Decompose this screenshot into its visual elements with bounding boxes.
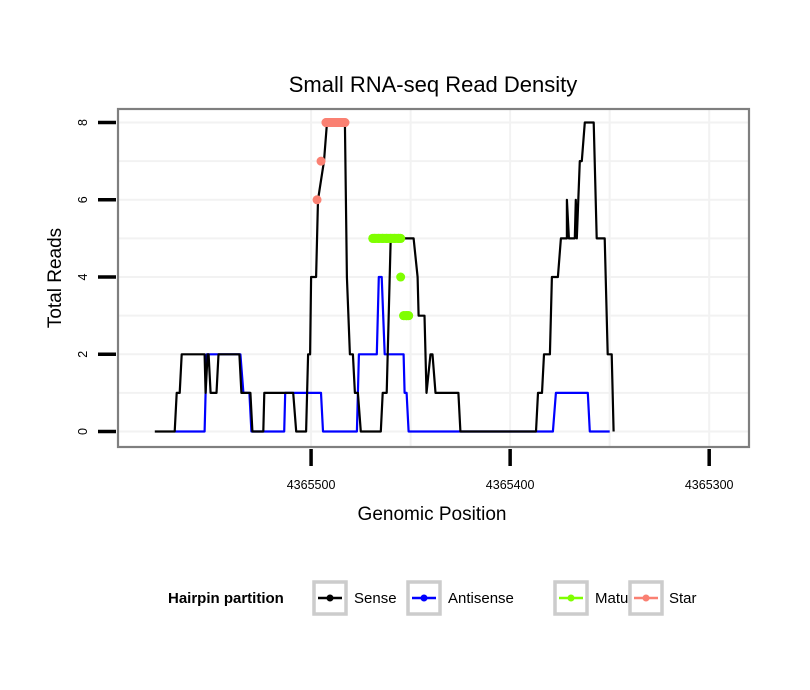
legend-key-star	[628, 580, 664, 616]
y-tick-label: 0	[76, 428, 90, 435]
data-point-star	[316, 156, 326, 166]
legend-label-sense: Sense	[354, 590, 397, 607]
data-point-mature	[396, 272, 406, 282]
y-tick-label: 6	[76, 196, 90, 203]
series-mature	[368, 233, 414, 321]
x-tick-label: 4365300	[685, 478, 734, 492]
legend-key-point	[642, 594, 650, 602]
y-axis-title: Total Reads	[45, 228, 66, 328]
data-point-star	[312, 195, 322, 205]
x-tick-label: 4365400	[486, 478, 535, 492]
series-layer	[154, 118, 615, 433]
x-tick-label: 4365500	[287, 478, 336, 492]
legend-key-mature	[553, 580, 589, 616]
series-star	[312, 118, 350, 205]
x-axis-title: Genomic Position	[358, 504, 507, 525]
chart-title: Small RNA-seq Read Density	[289, 72, 578, 97]
y-axis: 0 2 4 6 8	[76, 119, 116, 435]
legend-key-point	[567, 594, 575, 602]
legend: Hairpin partition Sense Antisense Mature St…	[168, 580, 697, 616]
y-tick-label: 4	[76, 274, 90, 281]
x-axis: 4365500 4365400 4365300	[287, 449, 734, 492]
legend-key-point	[326, 594, 334, 602]
series-sense	[154, 121, 615, 433]
legend-key-sense	[312, 580, 348, 616]
legend-label-antisense: Antisense	[448, 590, 514, 607]
series-line-sense	[154, 121, 615, 433]
legend-title: Hairpin partition	[168, 590, 284, 607]
y-tick-label: 2	[76, 351, 90, 358]
grid	[118, 109, 749, 447]
legend-key-point	[420, 594, 428, 602]
plot-panel-border	[116, 107, 751, 449]
legend-key-antisense	[406, 580, 442, 616]
legend-label-star: Star	[669, 590, 697, 607]
y-tick-label: 8	[76, 119, 90, 126]
